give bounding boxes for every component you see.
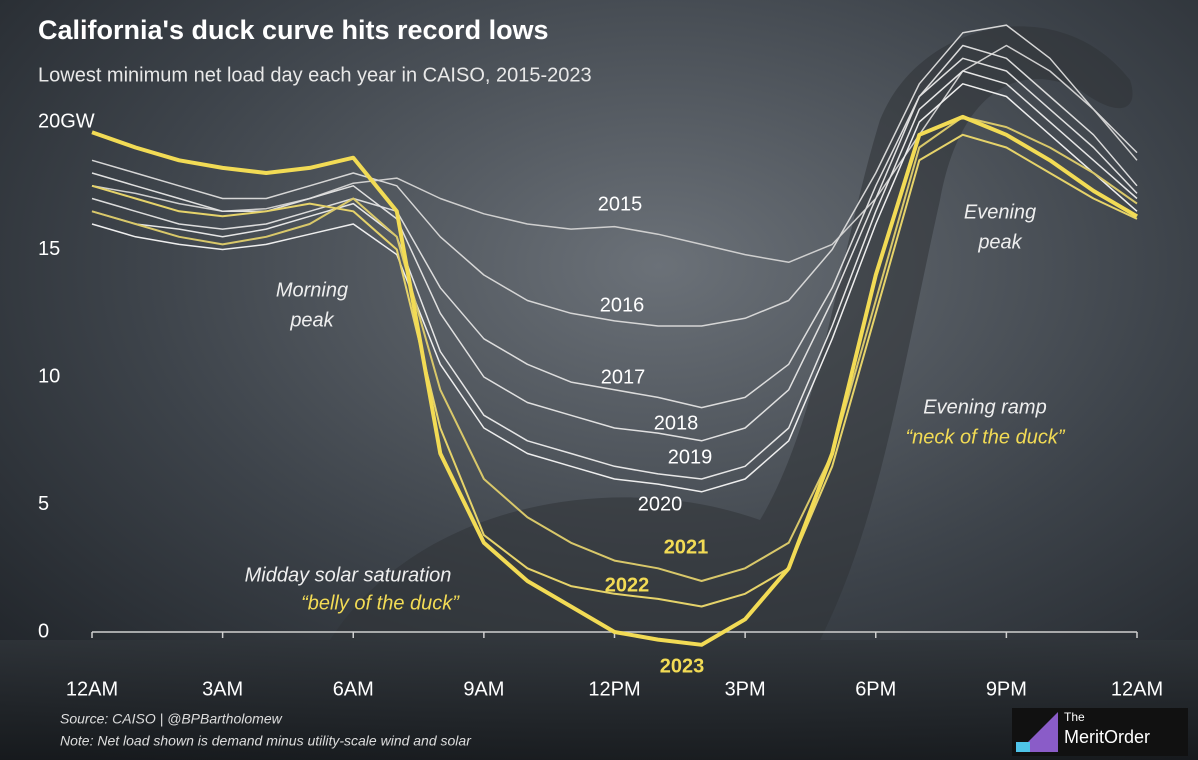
series-label: 2022: [605, 574, 650, 596]
y-tick-label: 5: [38, 493, 49, 515]
x-tick-label: 12AM: [1111, 678, 1163, 700]
series-label: 2016: [600, 294, 645, 316]
annotation: “belly of the duck”: [301, 592, 460, 614]
annotation: Evening ramp: [923, 396, 1046, 418]
chart-subtitle: Lowest minimum net load day each year in…: [38, 64, 592, 86]
y-tick-label: 15: [38, 238, 60, 260]
x-tick-label: 6AM: [333, 678, 374, 700]
series-label: 2015: [598, 193, 643, 215]
logo-text: MeritOrder: [1064, 727, 1150, 747]
annotation: Evening: [964, 201, 1036, 223]
series-line: [91, 83, 1138, 493]
x-tick-label: 3AM: [202, 678, 243, 700]
x-tick-label: 3PM: [725, 678, 766, 700]
series-label: 2017: [601, 366, 646, 388]
monster-silhouette: [330, 26, 1133, 641]
series-line: [91, 114, 1139, 647]
x-tick-label: 6PM: [855, 678, 896, 700]
annotation: peak: [977, 231, 1022, 253]
y-tick-label: 20GW: [38, 110, 95, 132]
annotation: peak: [289, 309, 334, 331]
note: Note: Net load shown is demand minus uti…: [60, 733, 472, 749]
series-line: [91, 133, 1138, 608]
series-label: 2020: [638, 493, 683, 515]
logo-icon-accent: [1016, 742, 1030, 752]
series-label: 2021: [664, 536, 709, 558]
chart-title: California's duck curve hits record lows: [38, 15, 549, 45]
series-line: [91, 70, 1138, 480]
annotation: “neck of the duck”: [906, 426, 1066, 448]
source: Source: CAISO | @BPBartholomew: [60, 711, 283, 727]
annotation: Morning: [276, 279, 348, 301]
x-tick-label: 9AM: [463, 678, 504, 700]
x-tick-label: 12PM: [588, 678, 640, 700]
series-line: [91, 44, 1138, 409]
water: [0, 640, 1198, 760]
annotation: Midday solar saturation: [245, 564, 452, 586]
y-tick-label: 10: [38, 365, 60, 387]
x-tick-label: 9PM: [986, 678, 1027, 700]
series-label: 2018: [654, 412, 699, 434]
x-tick-label: 12AM: [66, 678, 118, 700]
series-label: 2023: [660, 655, 705, 677]
y-tick-label: 0: [38, 620, 49, 642]
series-line: [91, 24, 1138, 327]
series-label: 2019: [668, 446, 713, 468]
logo-text: The: [1064, 710, 1085, 724]
